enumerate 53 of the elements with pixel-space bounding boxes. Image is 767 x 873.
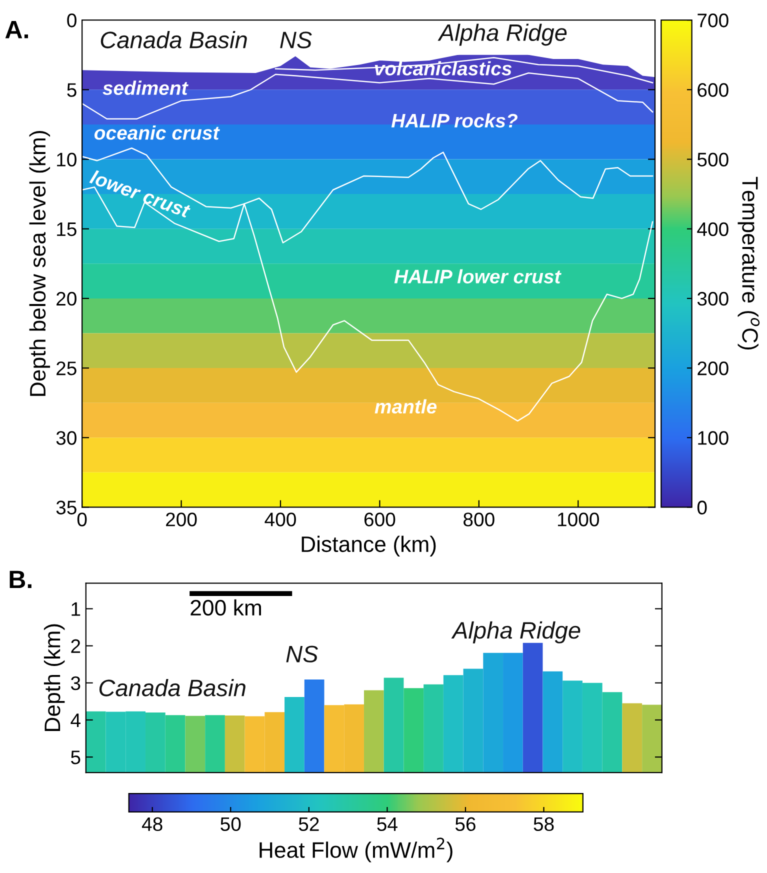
- annotation: volcaniclastics: [374, 61, 512, 76]
- color-bar-label: 56: [455, 817, 476, 832]
- annotation: NS: [280, 32, 312, 48]
- color-bar-label: 0: [697, 500, 707, 514]
- y-tick-label: 4: [70, 714, 80, 728]
- y-tick-label: 3: [70, 676, 80, 690]
- color-bar-label: 58: [534, 817, 554, 832]
- annotation: oceanic crust: [94, 125, 220, 140]
- chart-title: B.: [10, 570, 32, 588]
- y-tick-label: 0: [67, 14, 76, 28]
- color-bar-label: 300: [697, 292, 728, 306]
- color-bar-label: 100: [698, 431, 728, 445]
- y-tick-label: 20: [56, 292, 76, 306]
- y-tick-label: 10: [57, 152, 76, 166]
- y-tick-label: 2: [71, 639, 80, 653]
- annotation: Canada Basin: [100, 30, 247, 48]
- annotation: Alpha Ridge: [451, 621, 580, 644]
- color-bar-label: 48: [142, 817, 162, 832]
- color-bar-label: 500: [697, 152, 728, 166]
- y-tick-label: 15: [57, 222, 76, 236]
- y-tick-label: 5: [67, 83, 76, 97]
- annotation: sediment: [102, 80, 188, 95]
- annotation: HALIP lower crust: [394, 269, 562, 284]
- y-axis-title: Depth (km): [44, 624, 65, 732]
- annotation: lower crust: [89, 169, 192, 218]
- color-bar-label: 400: [697, 222, 728, 236]
- y-axis-title: Depth below sea level (km): [29, 131, 50, 396]
- x-tick-label: 1000: [558, 512, 599, 526]
- color-bar-title: Temperature ($^{o}$C): [738, 176, 760, 350]
- color-bar-title: Heat Flow (mW/m$^{2}$): [260, 838, 452, 862]
- annotation: mantle: [374, 399, 437, 414]
- y-tick-label: 5: [71, 750, 80, 764]
- y-tick-label: 1: [72, 602, 80, 616]
- annotation: NS: [286, 646, 318, 662]
- color-bar-label: 54: [377, 817, 398, 832]
- chart-title: A.: [5, 20, 28, 38]
- x-tick-label: 400: [264, 512, 296, 526]
- color-bar-label: 52: [298, 817, 319, 832]
- y-tick-label: 25: [56, 362, 76, 376]
- x-tick-label: 600: [364, 512, 396, 526]
- annotation: Canada Basin: [99, 679, 246, 696]
- y-tick-label: 35: [56, 500, 76, 514]
- x-tick-label: 800: [464, 512, 494, 526]
- color-bar-label: 700: [698, 14, 728, 28]
- x-axis-title: Distance (km): [302, 536, 436, 556]
- annotation: 200 km: [190, 599, 261, 616]
- color-bar-label: 200: [698, 362, 728, 376]
- annotation: Alpha Ridge: [438, 24, 567, 46]
- color-bar-label: 50: [220, 817, 241, 832]
- color-bar-label: 600: [698, 83, 728, 97]
- annotation: HALIP rocks?: [391, 113, 518, 128]
- x-tick-label: 200: [166, 512, 197, 526]
- y-tick-label: 30: [56, 431, 76, 445]
